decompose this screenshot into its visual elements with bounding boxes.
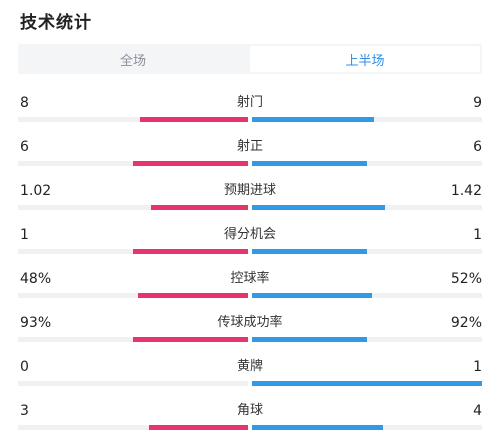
home-bar-track <box>18 249 248 254</box>
stat-label: 预期进球 <box>223 183 276 198</box>
home-value: 1 <box>20 227 29 243</box>
stat-row: 1 得分机会 1 <box>0 226 500 266</box>
away-bar <box>252 249 367 254</box>
home-bar <box>151 205 248 210</box>
stat-label: 射正 <box>236 139 263 154</box>
home-bar <box>138 293 248 298</box>
home-bar-track <box>18 425 248 430</box>
stat-row: 0 黄牌 1 <box>0 358 500 398</box>
home-bar <box>133 337 248 342</box>
stat-label: 角球 <box>236 403 263 418</box>
home-bar-track <box>18 205 248 210</box>
away-bar-track <box>252 381 482 386</box>
away-value: 4 <box>473 403 482 419</box>
home-bar <box>133 161 248 166</box>
home-bar <box>140 117 248 122</box>
away-bar <box>252 337 367 342</box>
away-bar <box>252 117 374 122</box>
away-value: 1 <box>473 359 482 375</box>
away-value: 9 <box>473 95 482 111</box>
away-value: 6 <box>473 139 482 155</box>
away-bar <box>252 161 367 166</box>
stat-label: 黄牌 <box>236 359 263 374</box>
away-bar-track <box>252 205 482 210</box>
tab-first-half[interactable]: 上半场 <box>250 46 480 72</box>
home-value: 48% <box>20 271 52 287</box>
away-value: 1 <box>473 227 482 243</box>
away-bar-track <box>252 337 482 342</box>
stat-label: 得分机会 <box>223 227 276 242</box>
page-title: 技术统计 <box>20 13 92 33</box>
stat-label: 传球成功率 <box>217 315 283 330</box>
home-bar <box>149 425 248 430</box>
away-bar-track <box>252 293 482 298</box>
away-bar <box>252 381 482 386</box>
home-value: 8 <box>20 95 29 111</box>
away-bar <box>252 293 372 298</box>
stat-label: 射门 <box>236 95 263 110</box>
stat-row: 8 射门 9 <box>0 94 500 134</box>
home-bar-track <box>18 117 248 122</box>
stat-row: 93% 传球成功率 92% <box>0 314 500 354</box>
stat-label: 控球率 <box>230 271 270 286</box>
home-bar-track <box>18 161 248 166</box>
away-value: 1.42 <box>450 183 482 199</box>
away-bar-track <box>252 249 482 254</box>
home-bar-track <box>18 381 248 386</box>
stat-row: 6 射正 6 <box>0 138 500 178</box>
stat-row: 1.02 预期进球 1.42 <box>0 182 500 222</box>
home-value: 0 <box>20 359 29 375</box>
home-value: 3 <box>20 403 29 419</box>
home-value: 1.02 <box>20 183 52 199</box>
away-bar-track <box>252 161 482 166</box>
away-bar-track <box>252 425 482 430</box>
tab-full-match[interactable]: 全场 <box>119 53 146 69</box>
home-value: 6 <box>20 139 29 155</box>
home-bar-track <box>18 293 248 298</box>
away-bar-track <box>252 117 482 122</box>
away-value: 52% <box>450 271 482 287</box>
away-bar <box>252 425 383 430</box>
home-bar-track <box>18 337 248 342</box>
home-value: 93% <box>20 315 52 331</box>
period-tabs: 全场 上半场 <box>18 44 482 74</box>
away-bar <box>252 205 385 210</box>
stat-row: 48% 控球率 52% <box>0 270 500 310</box>
stat-row: 3 角球 4 <box>0 402 500 442</box>
home-bar <box>133 249 248 254</box>
away-value: 92% <box>450 315 482 331</box>
